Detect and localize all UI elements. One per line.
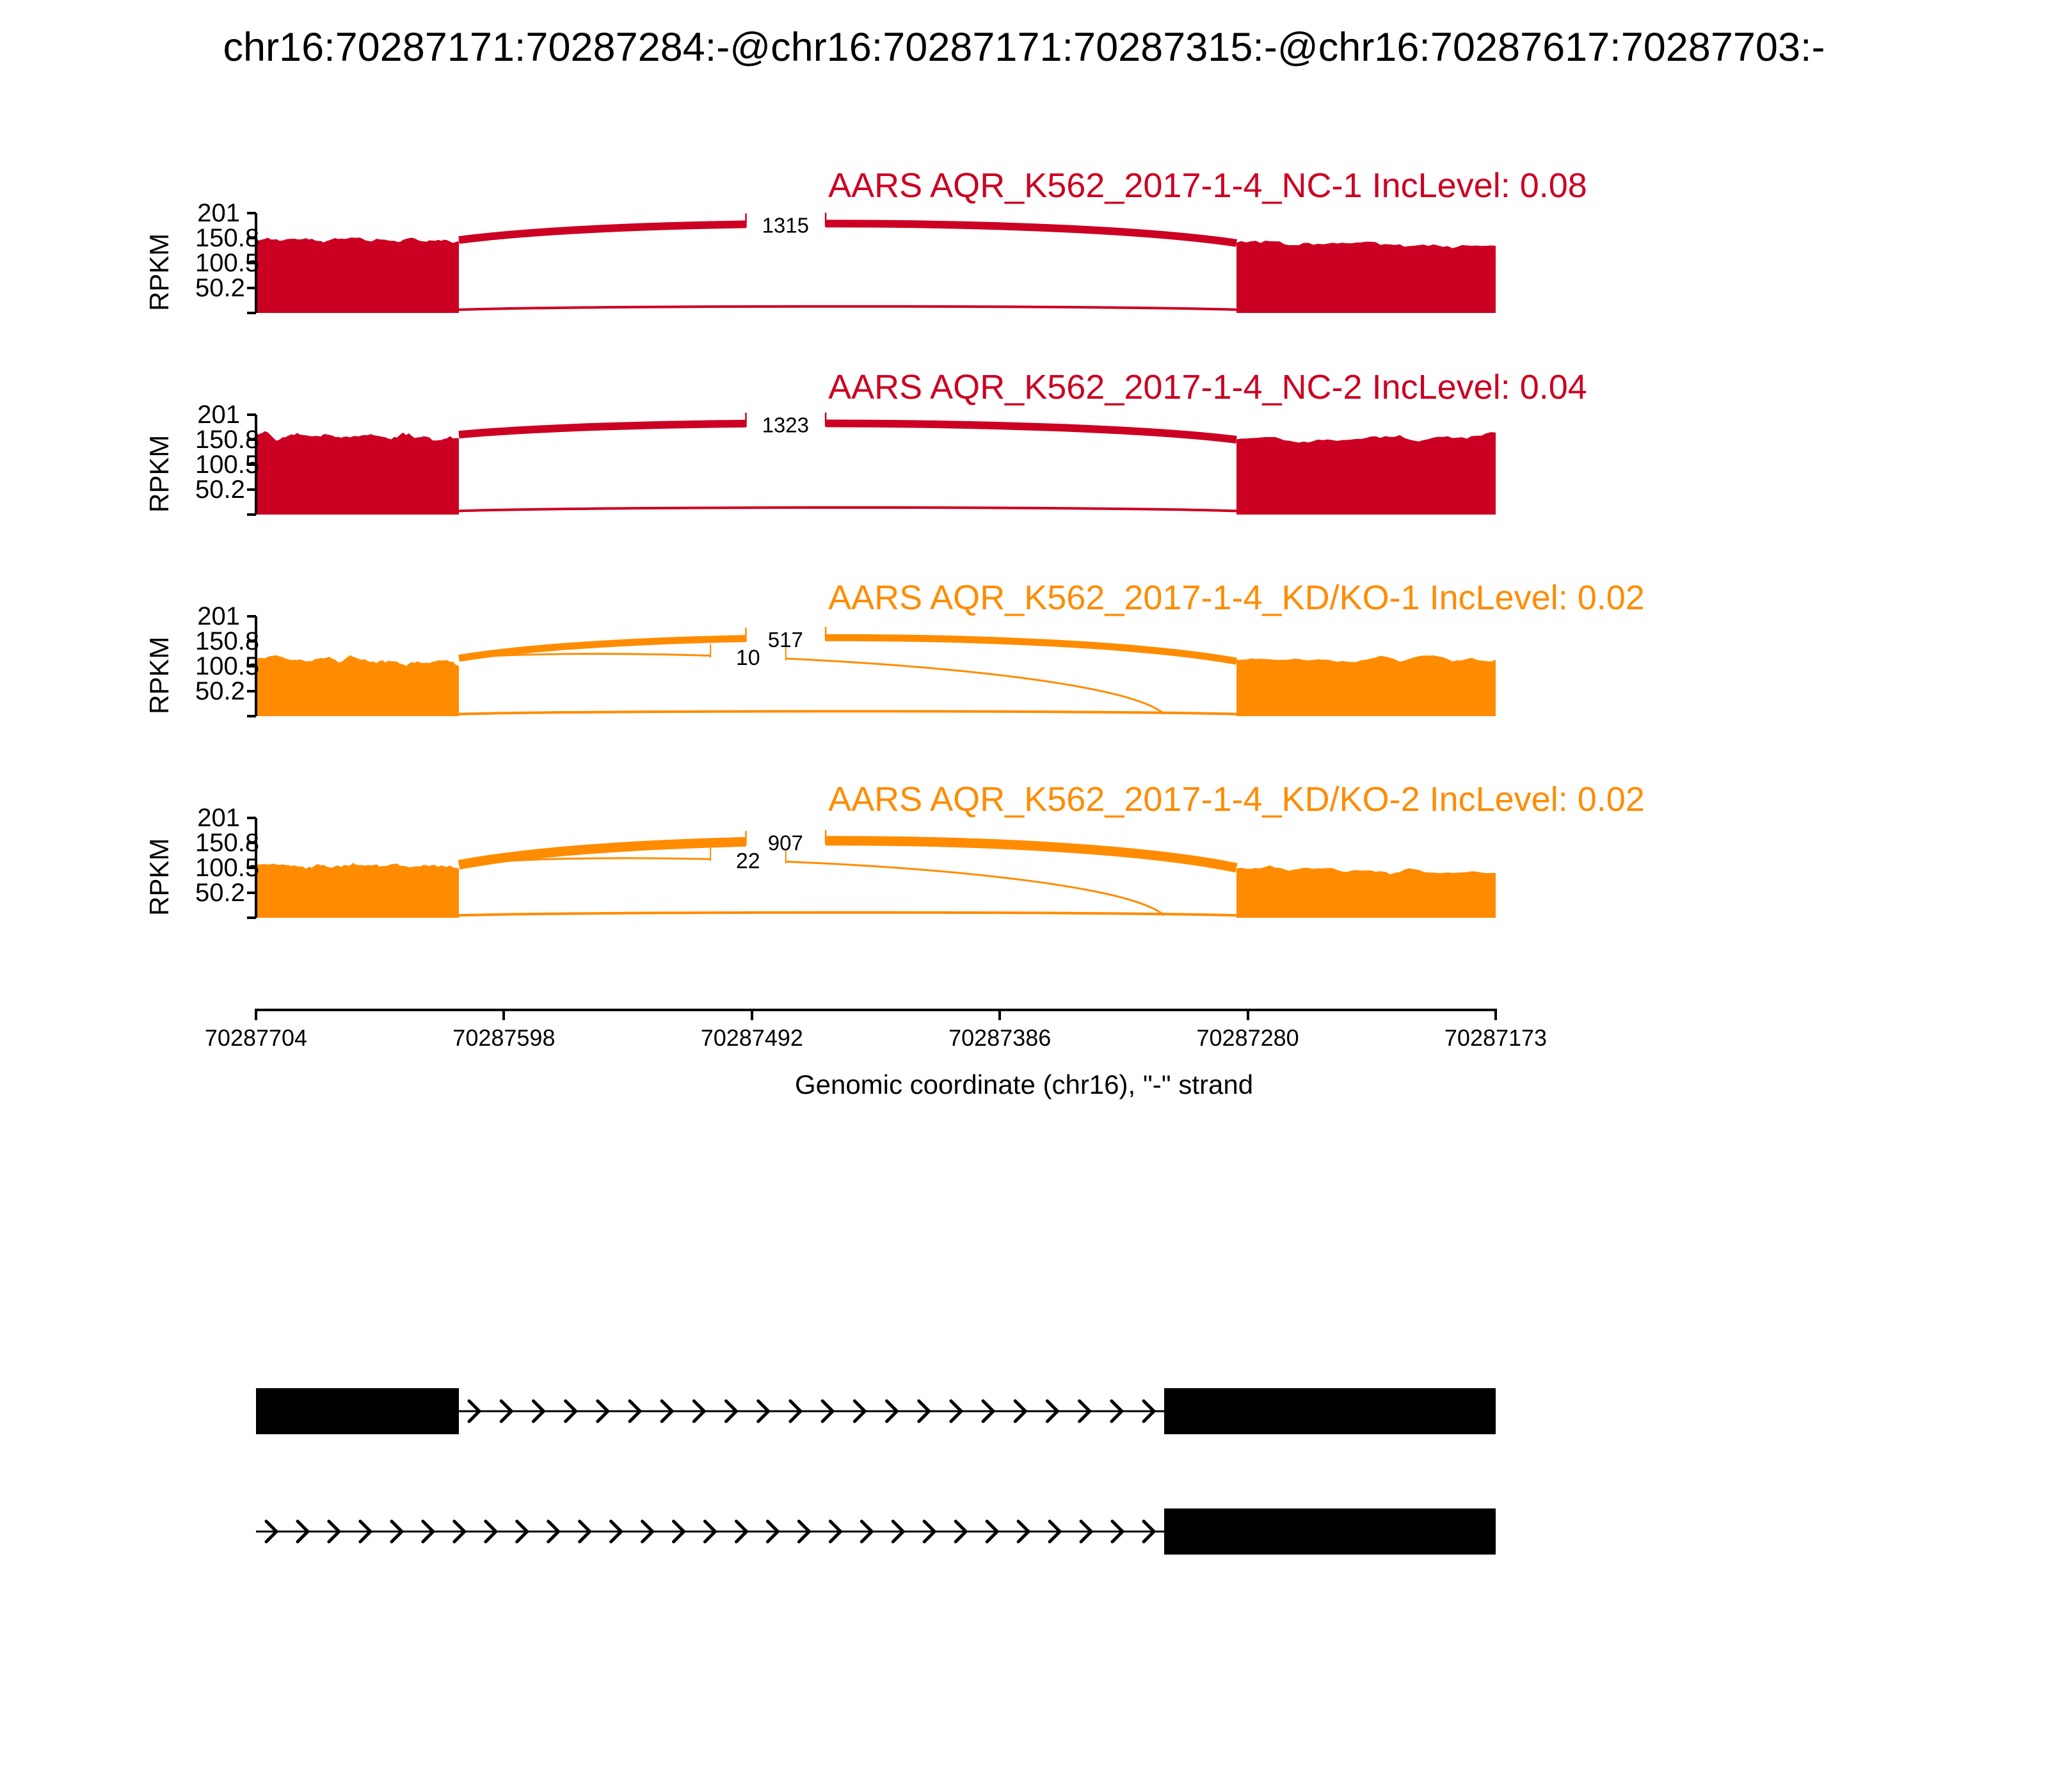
svg-text:22: 22: [736, 849, 760, 873]
svg-text:10: 10: [736, 646, 760, 670]
svg-text:1315: 1315: [762, 214, 809, 237]
svg-text:1323: 1323: [762, 413, 809, 437]
